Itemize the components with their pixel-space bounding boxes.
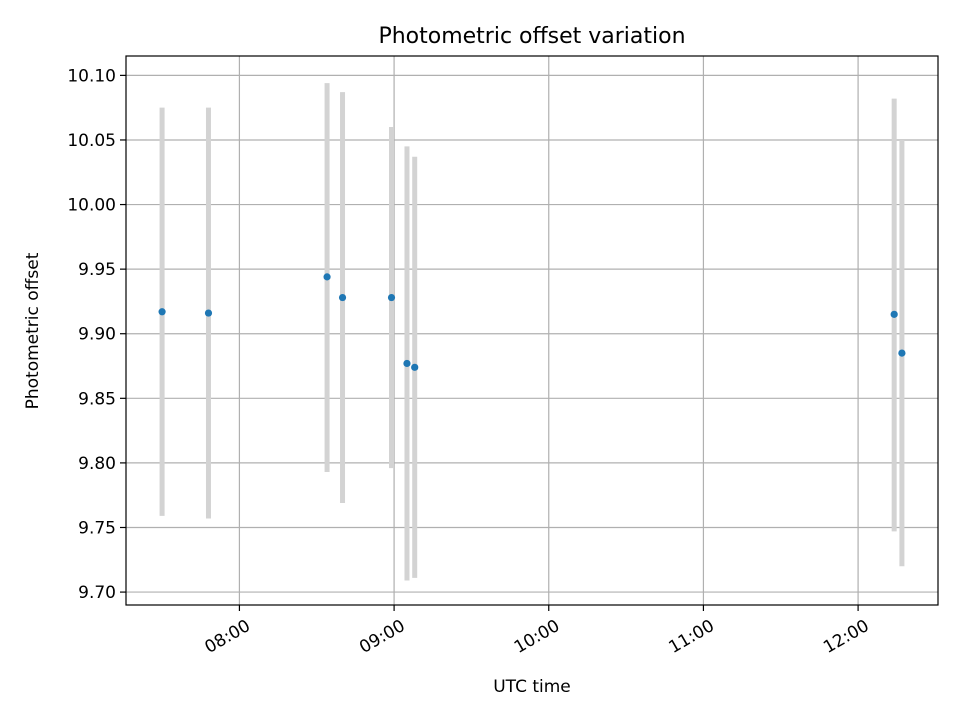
y-tick-label: 9.95 [78, 260, 116, 280]
y-axis-ticks: 9.70 9.75 9.80 9.85 9.90 9.95 10.00 10.05 10.10 [67, 66, 126, 603]
data-point [403, 359, 411, 368]
data-point [411, 363, 419, 371]
y-tick-label: 9.75 [78, 518, 116, 538]
data-point [890, 310, 898, 318]
y-tick-label: 10.00 [67, 196, 116, 216]
data-point [158, 308, 166, 316]
x-axis-label: UTC time [493, 677, 571, 697]
y-tick-label: 9.85 [78, 389, 116, 409]
y-axis-label: Photometric offset [23, 252, 43, 409]
plot-frame [125, 55, 939, 606]
y-tick-label: 9.90 [78, 325, 116, 345]
data-point [338, 293, 347, 302]
data-point [387, 293, 396, 302]
data-point [204, 309, 213, 317]
y-tick-label: 10.05 [67, 131, 116, 151]
y-tick-label: 9.80 [78, 454, 116, 474]
data-point [323, 273, 331, 281]
grid [126, 56, 938, 605]
data-point [898, 349, 906, 357]
data-points [158, 273, 906, 371]
y-tick-label: 9.70 [78, 583, 116, 603]
y-tick-label: 10.10 [67, 66, 116, 86]
chart-title: Photometric offset variation [378, 24, 685, 49]
